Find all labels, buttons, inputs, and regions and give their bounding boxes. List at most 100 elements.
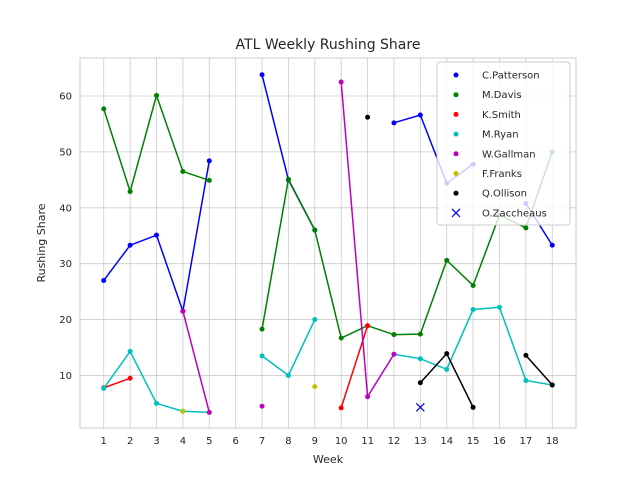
data-point: [365, 323, 371, 329]
plot-frame: [79, 57, 577, 429]
x-tick-label: 2: [127, 436, 133, 447]
data-point: [154, 92, 160, 98]
data-point: [101, 106, 107, 112]
x-tick-label: 15: [467, 436, 480, 447]
legend-marker: [453, 171, 459, 176]
y-tick-label: 60: [59, 92, 72, 103]
data-point: [417, 380, 423, 386]
x-tick-label: 16: [493, 436, 506, 447]
x-tick-label: 3: [153, 436, 159, 447]
data-point: [180, 408, 186, 414]
data-point: [365, 394, 371, 400]
legend-item: Q.Ollison: [453, 189, 527, 200]
data-point: [259, 353, 265, 359]
data-point: [206, 177, 212, 183]
series-f-franks: [180, 384, 318, 414]
data-point: [127, 242, 133, 248]
legend-item: W.Gallman: [453, 149, 536, 160]
data-point: [180, 308, 186, 314]
x-tick-label: 6: [232, 436, 238, 447]
x-tick-label: 12: [388, 436, 401, 447]
data-point: [206, 158, 212, 164]
data-point: [417, 112, 423, 118]
legend-label: Q.Ollison: [482, 189, 527, 200]
x-tick-label: 18: [546, 436, 559, 447]
x-tick-label: 13: [414, 436, 427, 447]
data-point: [523, 352, 529, 358]
x-tick-label: 9: [312, 436, 318, 447]
y-tick-label: 10: [59, 371, 72, 382]
legend-item: K.Smith: [453, 110, 521, 121]
data-point: [312, 384, 318, 390]
x-tick-label: 4: [180, 436, 186, 447]
y-tick-label: 30: [59, 259, 72, 270]
data-point: [180, 168, 186, 174]
data-point: [549, 382, 555, 388]
x-tick-label: 14: [440, 436, 453, 447]
data-point: [444, 366, 450, 372]
data-point: [470, 282, 476, 288]
legend-marker: [453, 72, 459, 78]
legend-item: M.Ryan: [453, 130, 519, 141]
data-point: [206, 409, 212, 415]
series-line: [182, 310, 211, 413]
x-tick-label: 10: [335, 436, 348, 447]
legend-marker: [453, 131, 459, 137]
legend-marker: [453, 190, 459, 196]
data-point: [549, 242, 555, 248]
data-point: [259, 72, 265, 78]
legend-label: F.Franks: [482, 169, 522, 180]
data-point: [470, 307, 476, 313]
legend-item: M.Davis: [453, 90, 522, 101]
data-point: [496, 304, 502, 310]
data-point: [127, 375, 133, 381]
data-point: [259, 403, 265, 409]
x-tick-label: 7: [259, 436, 265, 447]
x-tick-label: 11: [361, 436, 374, 447]
series-o-zaccheaus: [415, 402, 425, 412]
data-point: [259, 326, 265, 332]
chart-title: ATL Weekly Rushing Share: [236, 37, 421, 53]
legend-marker: [451, 208, 461, 218]
y-axis-label: Rushing Share: [35, 203, 48, 282]
legend-label: W.Gallman: [482, 149, 536, 160]
legend-label: M.Davis: [482, 90, 522, 101]
legend-marker: [453, 151, 459, 157]
series-w-gallman: [180, 79, 397, 415]
data-point: [417, 356, 423, 362]
data-point: [312, 227, 318, 233]
data-point: [444, 257, 450, 263]
data-point: [444, 351, 450, 357]
data-point: [154, 232, 160, 238]
legend-label: O.Zaccheaus: [482, 208, 547, 219]
data-point: [391, 120, 397, 126]
data-point: [365, 114, 371, 120]
x-axis-label: Week: [313, 453, 344, 466]
series-line: [103, 377, 131, 389]
x-tick-label: 1: [101, 436, 107, 447]
data-point: [285, 176, 291, 182]
legend-item: O.Zaccheaus: [451, 208, 547, 219]
data-point: [391, 351, 397, 357]
data-point: [127, 348, 133, 354]
y-tick-label: 20: [59, 315, 72, 326]
legend-marker: [453, 111, 459, 117]
series-line: [525, 354, 553, 386]
data-point: [101, 277, 107, 283]
data-point: [417, 331, 423, 337]
legend-item: C.Patterson: [453, 71, 540, 82]
data-point: [312, 317, 318, 323]
legend-marker: [453, 92, 459, 98]
data-point: [338, 79, 344, 85]
data-point: [338, 335, 344, 341]
legend-item: F.Franks: [453, 169, 522, 180]
series-layer: [101, 72, 555, 415]
legend-label: C.Patterson: [482, 71, 540, 82]
data-point: [523, 377, 529, 383]
x-tick-label: 8: [285, 436, 291, 447]
legend-label: M.Ryan: [482, 130, 519, 141]
y-tick-label: 40: [59, 203, 72, 214]
data-point: [338, 405, 344, 411]
